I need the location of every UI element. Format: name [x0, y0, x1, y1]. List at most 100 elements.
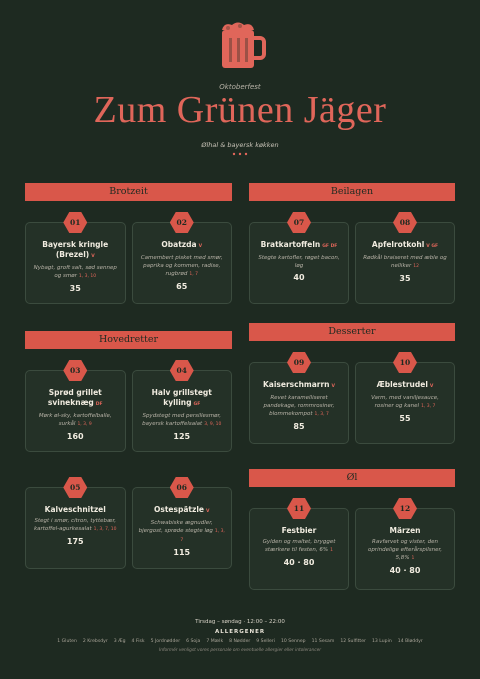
item-description-line: Stegt i smør, citron, tyttebær, kartoffe…: [32, 517, 119, 534]
item-allergens: 1, 7: [189, 272, 198, 277]
item-name-line: Æblestrudel V: [362, 380, 448, 392]
item-allergens: 1: [330, 548, 333, 553]
item-number: 03: [63, 360, 88, 381]
item-name: Bratkartoffeln: [260, 240, 321, 249]
section-header: Brotzeit: [25, 183, 232, 201]
item-price: 35: [399, 274, 411, 283]
item-description: Gylden og maltet, brygget stærkere til f…: [262, 539, 336, 553]
item-tags: V: [91, 254, 95, 259]
menu-card: 05 Kalveschnitzel Stegt i smør, citron, ty…: [25, 477, 126, 569]
allergen: 13 Lupin: [371, 639, 392, 644]
allergen: 1 Gluten: [57, 639, 77, 644]
allergy-note: Informér venligst vores personale om eve…: [158, 648, 321, 653]
item-description: Mørk øl-sky, kartoffelballe, surkål: [38, 413, 112, 427]
item-name: Æblestrudel: [376, 380, 428, 389]
allergen: 14 Bløddyr: [397, 639, 423, 644]
item-price: 40 · 80: [389, 566, 421, 575]
item-description-line: Varm, med vaniljesauce, rosiner og kanel…: [362, 394, 448, 411]
item-description: Stegte kartofler, røget bacon, løg: [258, 255, 340, 269]
item-tags: V GF: [426, 244, 439, 249]
item-tags: DF: [95, 402, 103, 407]
item-allergens: 1, 3, 10: [78, 274, 97, 279]
menu-card: 10 Æblestrudel V Varm, med vaniljesauce, ro…: [355, 352, 455, 444]
item-number: 01: [63, 212, 88, 233]
item-description-line: Ravfarvet og vister, den oprindelige eft…: [362, 538, 448, 563]
menu-card: 03 Sprød grillet svineknæg DF Mørk øl-sky, …: [25, 360, 126, 452]
allergens-title: ALLERGENER: [214, 629, 266, 635]
item-price: 40: [293, 273, 305, 282]
allergen: 6 Soja: [186, 639, 201, 644]
allergen: 8 Nødder: [229, 639, 251, 644]
section-header: Beilagen: [249, 183, 455, 201]
item-name-line: Festbier: [256, 526, 342, 536]
item-name-line: Kaiserschmarrn V: [256, 380, 342, 392]
item-name: Bayersk kringle (Brezel): [42, 240, 109, 259]
item-description: Stegt i smør, citron, tyttebær, kartoffe…: [33, 518, 116, 532]
item-number: 12: [393, 498, 417, 519]
item-allergens: 1, 3, 7: [314, 412, 329, 417]
item-description: Revet karamelliseret pandekage, rommrosi…: [263, 395, 335, 417]
item-allergens: 1, 3, 7: [180, 529, 225, 543]
allergen: 3 Æg: [113, 639, 126, 644]
item-name: Kaiserschmarrn: [262, 380, 330, 389]
item-name: Apfelrotkohl: [371, 240, 425, 249]
item-description: Rødkål braiseret med æble og nelliker: [363, 255, 447, 269]
item-description-line: Nybagt, groft salt, sød sennep og smør 1,…: [32, 264, 119, 281]
item-name-line: Kalveschnitzel: [32, 505, 119, 515]
restaurant-title: Zum Grünen Jäger: [93, 89, 387, 131]
allergen: 11 Sesam: [311, 639, 335, 644]
allergen: 4 Fisk: [131, 639, 145, 644]
item-name: Kalveschnitzel: [44, 505, 106, 514]
menu-card: 11 Festbier Gylden og maltet, brygget stær…: [249, 498, 349, 590]
item-price: 85: [293, 422, 305, 431]
item-allergens: 1, 3, 7: [421, 404, 436, 409]
item-name-line: Märzen: [362, 526, 448, 536]
item-description: Varm, med vaniljesauce, rosiner og kanel: [371, 395, 439, 409]
item-description-line: Stegte kartofler, røget bacon, løg: [256, 254, 342, 270]
menu-card: 12 Märzen Ravfarvet og vister, den oprinde…: [355, 498, 455, 590]
ornament: [232, 152, 248, 156]
item-description-line: Gylden og maltet, brygget stærkere til f…: [256, 538, 342, 555]
item-allergens: 1, 3, 9: [77, 422, 92, 427]
item-price: 65: [176, 282, 188, 291]
item-tags: GF: [193, 402, 201, 407]
item-price: 160: [66, 432, 84, 441]
menu-card: 06 Ostespätzle V Schwabiske ægnudler, bjerg…: [131, 477, 232, 569]
item-number: 10: [393, 352, 417, 373]
item-name: Halv grillstegt kylling: [151, 388, 212, 407]
allergen: 7 Mælk: [206, 639, 224, 644]
item-tags: V: [198, 244, 203, 249]
item-tags: GF DF: [322, 244, 338, 249]
item-number: 11: [287, 498, 311, 519]
item-name-line: Ostespätzle V: [139, 505, 226, 517]
item-allergens: 3, 9, 10: [204, 422, 222, 427]
item-name: Obatzda: [161, 240, 197, 249]
kicker: Oktoberfest: [219, 83, 261, 91]
item-allergens: 12: [413, 264, 420, 269]
item-name: Ostespätzle: [154, 505, 205, 514]
item-description: Spydstegt med persillesmør, bayersk kart…: [142, 413, 222, 427]
subtitle: Ølhal & bayersk køkken: [201, 141, 279, 149]
item-name-line: Apfelrotkohl V GF: [362, 240, 448, 252]
menu-card: 09 Kaiserschmarrn V Revet karamelliseret pa…: [249, 352, 349, 444]
item-price: 40 · 80: [283, 558, 315, 567]
menu-card: 02 Obatzda V Camembert pisket med smør, pap…: [131, 212, 232, 304]
beer-mug-icon: [222, 22, 266, 68]
menu-card: 07 Bratkartoffeln GF DF Stegte kartofler, r…: [249, 212, 349, 304]
item-allergens: 1, 3, 7, 10: [93, 527, 117, 532]
item-tags: V: [331, 384, 336, 389]
menu-card: 01 Bayersk kringle (Brezel) V Nybagt, groft…: [25, 212, 126, 304]
item-tags: V: [206, 509, 210, 514]
item-allergens: 1: [411, 556, 415, 561]
item-description: Nybagt, groft salt, sød sennep og smør: [33, 265, 117, 279]
item-description-line: Schwabiske ægnudler, bjergost, sprøde st…: [139, 519, 226, 545]
item-description-line: Spydstegt med persillesmør, bayersk kart…: [139, 412, 226, 429]
item-price: 125: [173, 432, 191, 441]
item-tags: V: [429, 384, 434, 389]
allergen: 10 Sennep: [280, 639, 306, 644]
item-number: 06: [169, 477, 194, 498]
item-description: Ravfarvet og vister, den oprindelige eft…: [367, 539, 443, 561]
item-number: 02: [169, 212, 194, 233]
menu-card: 08 Apfelrotkohl V GF Rødkål braiseret med æ…: [355, 212, 455, 304]
